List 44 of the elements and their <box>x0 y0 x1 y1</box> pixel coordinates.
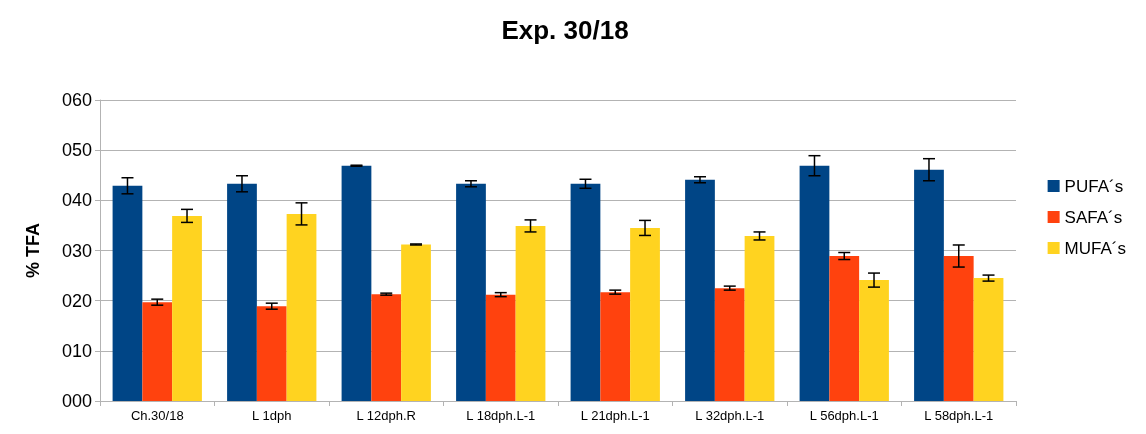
bar <box>799 165 830 401</box>
legend-label: SAFA´s <box>1064 207 1123 227</box>
x-tick-label: L 32dph.L-1 <box>695 408 765 423</box>
bar <box>685 179 715 401</box>
bar <box>829 256 860 401</box>
bar <box>714 288 745 401</box>
legend-label: MUFA´s <box>1064 238 1127 258</box>
legend-label: PUFA´s <box>1064 176 1124 196</box>
y-axis-title: % TFA <box>23 222 43 279</box>
x-tick-label: L 12dph.R <box>356 408 417 423</box>
y-tick-label: 000 <box>61 391 92 411</box>
chart-title: Exp. 30/18 <box>501 15 629 45</box>
bar <box>485 294 516 401</box>
bar <box>256 306 287 401</box>
bar <box>227 183 257 401</box>
x-tick-label: L 18dph.L-1 <box>466 408 536 423</box>
bar <box>286 213 317 401</box>
bar <box>914 169 944 401</box>
bar <box>630 227 660 401</box>
bar <box>973 278 1004 401</box>
x-tick-label: L 56dph.L-1 <box>809 408 879 423</box>
bar <box>744 235 775 401</box>
bar <box>943 256 974 401</box>
bar <box>172 215 202 401</box>
bar <box>456 183 486 401</box>
bar <box>859 280 889 401</box>
y-tick-label: 060 <box>61 90 92 110</box>
x-tick-label: L 21dph.L-1 <box>580 408 650 423</box>
x-tick-label: L 58dph.L-1 <box>924 408 994 423</box>
bar <box>401 244 431 401</box>
y-tick-label: 030 <box>61 240 92 261</box>
y-tick-label: 050 <box>61 140 92 161</box>
bar <box>515 225 546 401</box>
bar <box>600 292 631 401</box>
bar <box>142 302 173 401</box>
x-tick-label: L 1dph <box>252 408 292 423</box>
bar <box>112 185 143 401</box>
bar <box>570 183 601 401</box>
bar <box>341 165 372 401</box>
y-tick-label: 010 <box>61 340 92 361</box>
x-tick-label: Ch.30/18 <box>130 408 184 423</box>
y-tick-label: 040 <box>61 190 92 211</box>
y-tick-label: 020 <box>61 290 92 311</box>
bar <box>371 294 402 401</box>
